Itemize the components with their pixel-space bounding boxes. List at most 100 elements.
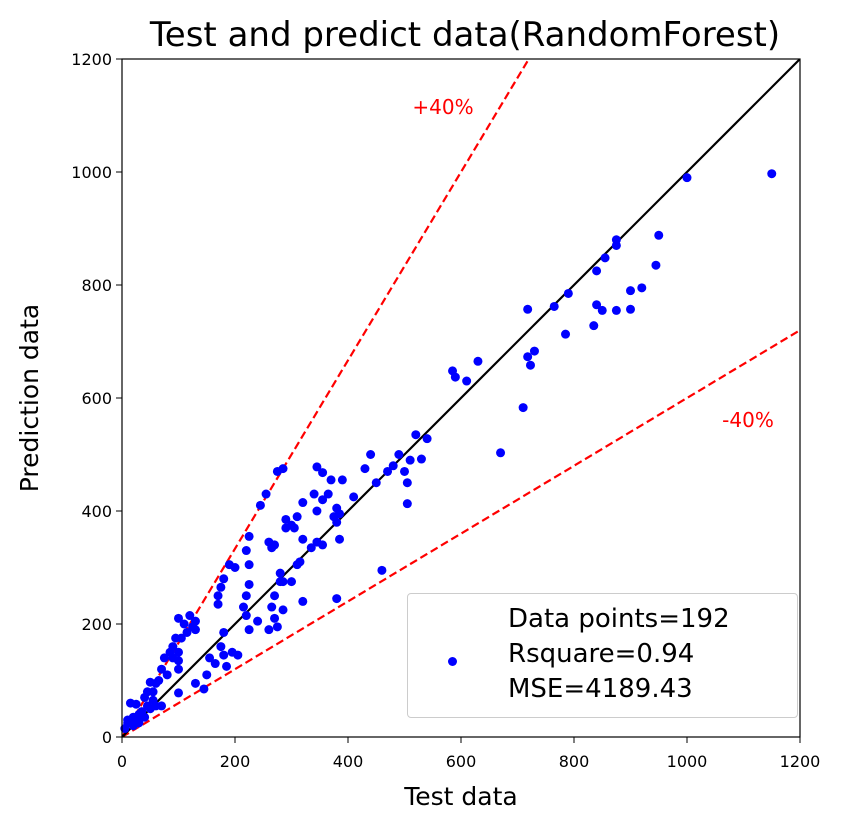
reference-line (122, 59, 800, 737)
point (190, 616, 200, 626)
point (244, 579, 254, 589)
point (682, 173, 692, 183)
point (157, 664, 167, 674)
point (592, 266, 602, 276)
point (216, 582, 226, 592)
y-axis-label: Prediction data (15, 304, 44, 492)
y-tick-label: 0 (102, 728, 112, 747)
legend-marker (448, 657, 457, 666)
point (626, 304, 635, 314)
point (611, 305, 621, 315)
point (298, 534, 308, 544)
point (174, 664, 183, 674)
point (281, 514, 291, 524)
point (179, 619, 189, 629)
point (272, 622, 282, 632)
point (306, 543, 316, 553)
point (281, 523, 291, 533)
point (332, 517, 342, 527)
annotation: +40% (412, 95, 473, 119)
point (561, 329, 571, 339)
point (312, 462, 322, 472)
point (241, 591, 251, 601)
point (182, 627, 192, 637)
point (131, 699, 141, 709)
point (411, 430, 421, 440)
point (140, 692, 150, 702)
point (462, 376, 472, 386)
point (337, 475, 347, 485)
point (767, 169, 777, 179)
point (176, 633, 186, 643)
point (275, 577, 285, 587)
point (174, 647, 183, 657)
point (366, 450, 376, 459)
point (233, 650, 243, 660)
point (349, 492, 359, 502)
point (292, 512, 302, 522)
point (422, 434, 432, 444)
point (168, 642, 178, 652)
point (318, 540, 328, 550)
point (402, 478, 412, 488)
point (128, 721, 138, 731)
y-tick-label: 800 (81, 276, 112, 295)
point (219, 627, 229, 637)
point (219, 574, 229, 584)
point (416, 454, 426, 464)
point (213, 599, 223, 609)
point (205, 653, 215, 663)
x-tick-label: 600 (446, 752, 477, 771)
point (202, 670, 212, 680)
point (123, 715, 133, 725)
point (289, 523, 299, 533)
point (312, 506, 322, 516)
point (402, 499, 412, 509)
point (549, 301, 559, 311)
point (140, 712, 150, 722)
point (323, 489, 333, 499)
point (272, 466, 282, 476)
point (298, 498, 308, 508)
x-axis-label: Test data (403, 782, 518, 811)
point (332, 594, 342, 604)
point (190, 678, 200, 688)
point (244, 560, 254, 570)
point (145, 677, 155, 687)
point (405, 455, 415, 465)
y-tick-label: 400 (81, 502, 112, 521)
point (377, 565, 387, 575)
x-tick-label: 1000 (667, 752, 708, 771)
x-tick-label: 200 (220, 752, 251, 771)
point (224, 560, 234, 570)
point (563, 288, 573, 298)
point (637, 283, 647, 293)
point (278, 605, 288, 615)
point (318, 468, 328, 478)
point (199, 684, 209, 694)
point (267, 602, 277, 612)
x-tick-label: 1200 (780, 752, 821, 771)
point (626, 286, 635, 296)
point (523, 304, 533, 314)
point (190, 625, 200, 635)
point (309, 489, 319, 499)
point (241, 611, 251, 621)
point (600, 253, 610, 263)
point (213, 591, 223, 601)
point (326, 475, 336, 485)
point (654, 230, 664, 240)
point (222, 661, 232, 671)
point (473, 356, 483, 366)
point (400, 466, 409, 476)
point (383, 466, 393, 476)
legend: Data points=192 Rsquare=0.94 MSE=4189.43 (407, 593, 798, 718)
point (597, 305, 607, 315)
x-tick-label: 400 (333, 752, 364, 771)
point (157, 701, 167, 711)
point (287, 577, 296, 587)
point (241, 546, 251, 556)
point (216, 642, 226, 652)
point (529, 346, 539, 356)
